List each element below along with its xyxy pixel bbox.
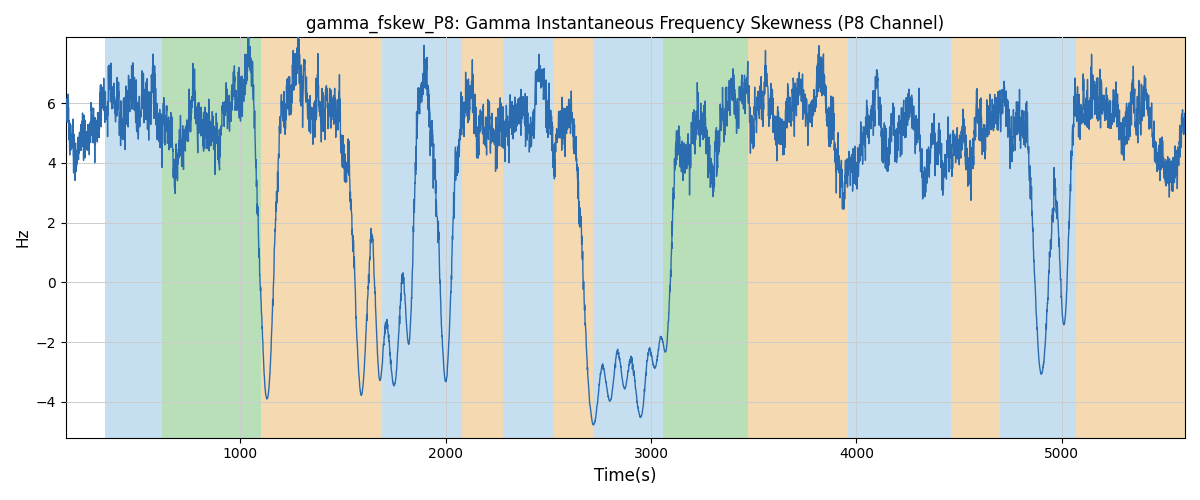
Bar bbox=[664, 38, 696, 438]
Bar bbox=[462, 38, 503, 438]
Bar bbox=[382, 38, 425, 438]
X-axis label: Time(s): Time(s) bbox=[594, 467, 656, 485]
Bar bbox=[696, 38, 748, 438]
Bar bbox=[503, 38, 554, 438]
Bar bbox=[162, 38, 260, 438]
Bar bbox=[294, 38, 382, 438]
Bar bbox=[950, 38, 1000, 438]
Bar bbox=[260, 38, 294, 438]
Y-axis label: Hz: Hz bbox=[16, 228, 30, 248]
Bar bbox=[594, 38, 664, 438]
Bar bbox=[554, 38, 594, 438]
Bar bbox=[1000, 38, 1062, 438]
Bar bbox=[848, 38, 950, 438]
Title: gamma_fskew_P8: Gamma Instantaneous Frequency Skewness (P8 Channel): gamma_fskew_P8: Gamma Instantaneous Freq… bbox=[306, 15, 944, 34]
Bar bbox=[799, 38, 848, 438]
Bar bbox=[748, 38, 799, 438]
Bar bbox=[104, 38, 162, 438]
Bar bbox=[425, 38, 462, 438]
Bar bbox=[1062, 38, 1076, 438]
Bar bbox=[1076, 38, 1186, 438]
